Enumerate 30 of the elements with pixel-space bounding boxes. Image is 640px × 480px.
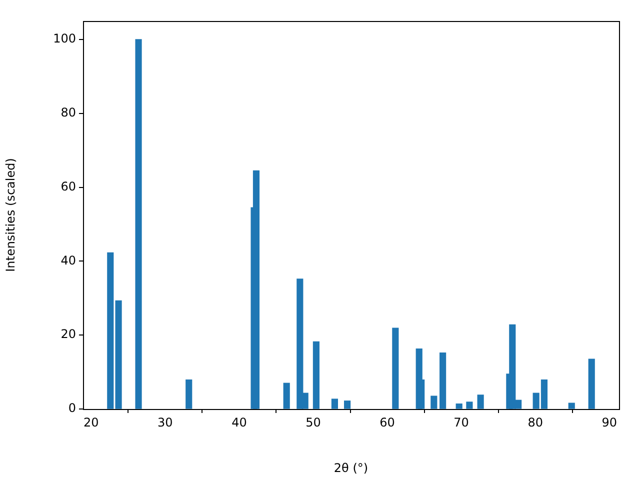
bar <box>477 394 484 409</box>
bar <box>588 358 595 409</box>
bar <box>430 396 438 409</box>
x-tick-label: 40 <box>232 415 247 430</box>
bar <box>283 382 290 409</box>
x-tick-label: 60 <box>380 415 395 430</box>
x-tick-label: 90 <box>602 415 618 430</box>
y-tick-label: 100 <box>53 32 76 46</box>
bar <box>186 379 192 409</box>
x-tick-label: 50 <box>306 415 321 430</box>
y-tick-label: 0 <box>68 401 76 416</box>
x-tick-label: 70 <box>454 415 469 430</box>
y-tick-label: 40 <box>60 253 76 268</box>
bar <box>392 328 399 409</box>
bar <box>135 39 142 409</box>
x-axis-title: 2θ (°) <box>334 460 368 475</box>
y-tick-label: 80 <box>60 106 76 120</box>
x-tick-label: 80 <box>528 415 543 430</box>
bar <box>568 402 575 409</box>
bar <box>331 398 338 409</box>
bar <box>440 352 446 409</box>
y-tick-label: 60 <box>60 179 76 194</box>
bar <box>344 400 351 409</box>
x-tick-label: 30 <box>158 415 173 430</box>
bar <box>466 402 473 409</box>
bar <box>312 341 320 409</box>
y-axis-title: Intensities (scaled) <box>3 158 18 272</box>
y-tick-label: 20 <box>60 327 76 342</box>
bar <box>456 403 462 409</box>
x-tick-label: 20 <box>84 415 99 430</box>
